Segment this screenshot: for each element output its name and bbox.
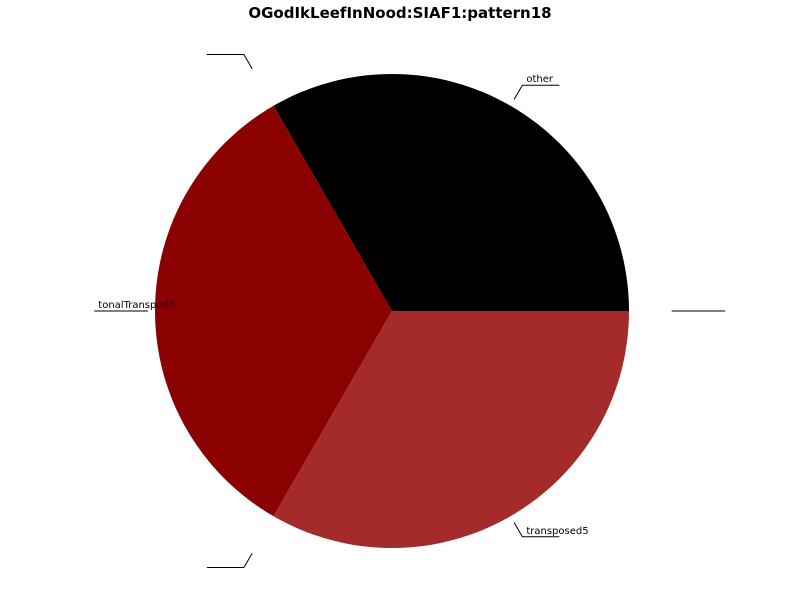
pie-labels: other tonalTransped5 transposed5 <box>94 53 726 569</box>
slice-label-transposed5: transposed5 <box>526 526 588 537</box>
leader-line-gap-1 <box>206 53 253 70</box>
slice-label-tonalTransped5: tonalTransped5 <box>98 300 175 311</box>
leader-line-other <box>513 84 560 100</box>
slice-label-other: other <box>526 74 554 85</box>
pie-slice-transposed5 <box>273 311 629 549</box>
pie-slice-other <box>273 73 629 311</box>
leader-line-gap-3 <box>206 552 253 569</box>
chart-title: OGodIkLeefInNood:SIAF1:pattern18 <box>248 4 552 22</box>
leader-line-transposed5 <box>513 522 560 538</box>
pie-slices <box>155 73 629 549</box>
